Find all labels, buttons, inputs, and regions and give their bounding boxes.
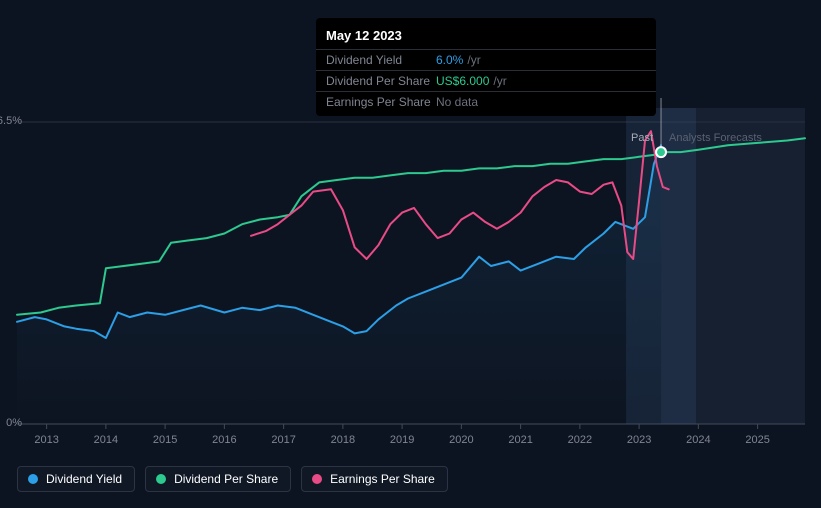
tooltip-date: May 12 2023 <box>316 24 656 49</box>
x-tick-label: 2017 <box>264 434 304 446</box>
tooltip-row: Dividend Per ShareUS$6.000/yr <box>316 70 656 91</box>
chart[interactable]: 6.5% 0% 2013 2014 2015 2016 2017 2018 2019 2020… <box>0 0 821 508</box>
x-tick-label: 2020 <box>441 434 481 446</box>
legend-dot-icon <box>156 474 166 484</box>
tooltip-row: Dividend Yield6.0%/yr <box>316 49 656 70</box>
x-tick-label: 2013 <box>27 434 67 446</box>
x-tick-label: 2016 <box>204 434 244 446</box>
label-past: Past <box>631 132 653 144</box>
legend-label: Dividend Per Share <box>174 472 278 486</box>
label-forecast: Analysts Forecasts <box>669 132 762 144</box>
tooltip-row: Earnings Per ShareNo data <box>316 91 656 112</box>
y-tick-top: 6.5% <box>0 115 22 127</box>
x-tick-label: 2018 <box>323 434 363 446</box>
x-tick-label: 2014 <box>86 434 126 446</box>
legend-item-dividend-per-share[interactable]: Dividend Per Share <box>145 466 291 492</box>
x-tick-label: 2015 <box>145 434 185 446</box>
x-tick-label: 2021 <box>501 434 541 446</box>
x-tick-label: 2022 <box>560 434 600 446</box>
legend-item-dividend-yield[interactable]: Dividend Yield <box>17 466 135 492</box>
legend-item-earnings-per-share[interactable]: Earnings Per Share <box>301 466 448 492</box>
legend: Dividend Yield Dividend Per Share Earnin… <box>17 466 448 492</box>
legend-dot-icon <box>28 474 38 484</box>
legend-dot-icon <box>312 474 322 484</box>
x-tick-label: 2025 <box>738 434 778 446</box>
x-tick-label: 2019 <box>382 434 422 446</box>
y-tick-bottom: 0% <box>0 417 22 429</box>
x-tick-label: 2024 <box>678 434 718 446</box>
tooltip: May 12 2023 Dividend Yield6.0%/yrDividen… <box>316 18 656 116</box>
legend-label: Earnings Per Share <box>330 472 435 486</box>
legend-label: Dividend Yield <box>46 472 122 486</box>
x-tick-label: 2023 <box>619 434 659 446</box>
